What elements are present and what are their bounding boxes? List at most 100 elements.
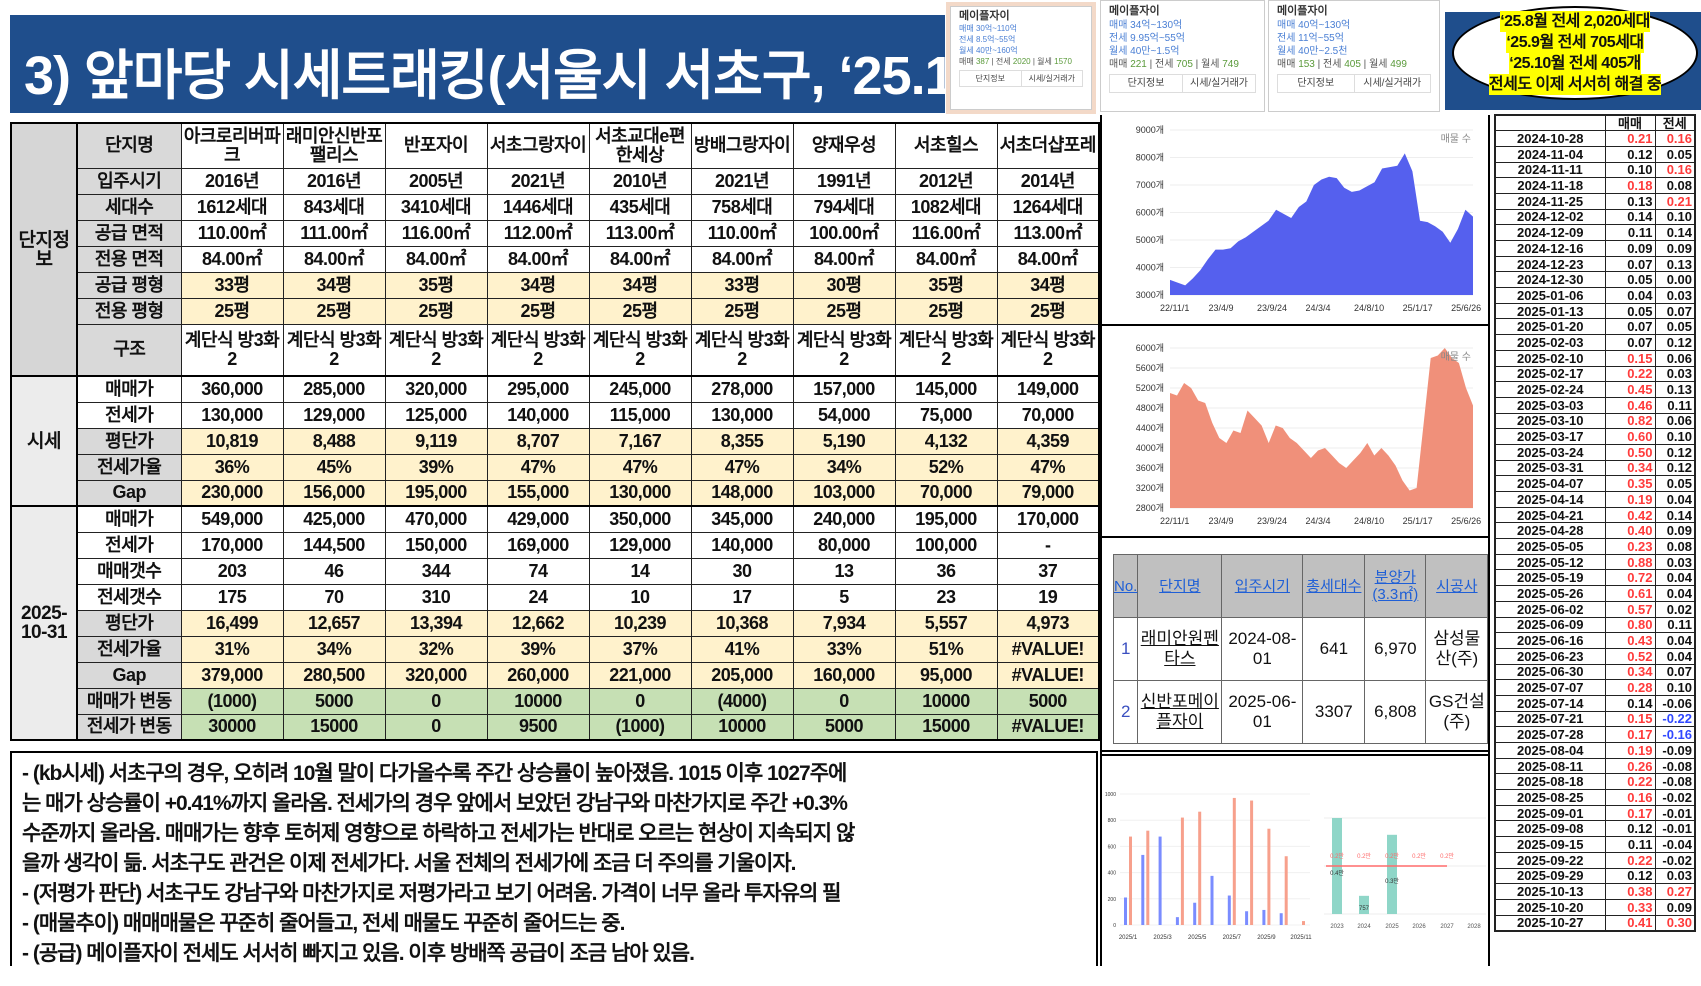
week-date: 2025-04-28 bbox=[1494, 522, 1606, 540]
table-cell: 계단식 방3화2 bbox=[180, 323, 284, 377]
column-header[interactable]: 총세대수 bbox=[1302, 554, 1366, 618]
table-cell: 12,657 bbox=[282, 609, 386, 637]
listing-popup-card: 메이플자이 매매 40억~130억 전세 11억~55억 월세 40만~2.5천 매매 … bbox=[1268, 0, 1440, 112]
table-cell: 310 bbox=[384, 583, 488, 611]
jeonse-change: 0.16 bbox=[1654, 130, 1696, 147]
jeonse-change: 0.12 bbox=[1654, 334, 1696, 351]
bar-blue bbox=[1124, 897, 1127, 925]
jeonse-change: -0.01 bbox=[1654, 804, 1696, 822]
table-cell: 3307 bbox=[1302, 680, 1366, 744]
complex-link[interactable]: 래미안원펜타스 bbox=[1137, 617, 1223, 681]
table-cell: 84.00㎡ bbox=[486, 245, 590, 273]
complex-link[interactable]: 신반포메이플자이 bbox=[1137, 680, 1223, 744]
y-tick-label: 8000개 bbox=[1136, 153, 1164, 163]
table-row: 2024-12-16 0.09 0.09 bbox=[1494, 240, 1696, 257]
table-cell: 52% bbox=[894, 453, 998, 481]
table-row: 2025-06-16 0.43 0.04 bbox=[1494, 632, 1696, 649]
bar-blue bbox=[1262, 909, 1266, 925]
complex-info-button[interactable]: 단지정보 bbox=[960, 71, 1022, 86]
complex-name: 메이플자이 bbox=[959, 10, 1010, 22]
table-cell: 10000 bbox=[690, 713, 794, 741]
row-label: 전세가율 bbox=[76, 635, 182, 663]
row-label: 전세가율 bbox=[76, 453, 182, 481]
sale-change: 0.14 bbox=[1604, 208, 1656, 226]
table-cell: 843세대 bbox=[282, 193, 386, 221]
chart-legend: 매물 수 bbox=[1441, 351, 1471, 363]
complex-info-button[interactable]: 단지정보 bbox=[1278, 75, 1355, 92]
note-line: 는 매가 상승률이 +0.41%까지 올라옴. 전세가의 경우 앞에서 보았던 … bbox=[22, 792, 848, 815]
table-row: 2025-09-01 0.17 -0.01 bbox=[1494, 804, 1696, 822]
table-cell: 33평 bbox=[180, 271, 284, 299]
listing-charts: 3000개 4000개 5000개 6000개 7000개 8000개 9000개 22/11… bbox=[1102, 125, 1488, 941]
bar-blue bbox=[1193, 902, 1197, 925]
column-header[interactable]: 입주시기 bbox=[1221, 554, 1304, 618]
y-tick-label: 4000개 bbox=[1136, 263, 1164, 273]
price-range-monthly: 월세 40만~1.5억 bbox=[1109, 46, 1180, 57]
price-range-jeonse: 전세 9.95억~55억 bbox=[1109, 33, 1186, 44]
sale-change: 0.61 bbox=[1604, 585, 1656, 602]
table-row: 전용 평형 25평 25평 25평 25평 25평 25평 25평 25평 25평 bbox=[11, 297, 1100, 325]
jeonse-change: 0.03 bbox=[1654, 365, 1696, 383]
table-cell: 0 bbox=[384, 713, 488, 741]
week-date: 2025-09-22 bbox=[1494, 851, 1606, 869]
note-line: 수준까지 올라옴. 매매가는 향후 토허제 영향으로 하락하고 전세가는 반대로… bbox=[22, 822, 855, 845]
table-cell: #VALUE! bbox=[996, 635, 1100, 663]
column-header[interactable]: No. bbox=[1112, 554, 1139, 618]
table-cell: 4,359 bbox=[996, 427, 1100, 455]
table-cell: 2 bbox=[1112, 680, 1139, 744]
sale-change: 0.22 bbox=[1604, 365, 1656, 383]
bar-orange bbox=[1250, 800, 1254, 925]
card-buttons: 단지정보 시세/실거래가 bbox=[1109, 74, 1256, 93]
table-cell: 47% bbox=[690, 453, 794, 481]
x-tick-label: 22/11/1 bbox=[1160, 303, 1189, 313]
table-cell: 345,000 bbox=[690, 505, 794, 533]
week-date: 2024-12-30 bbox=[1494, 271, 1606, 289]
x-tick-label: 2024 bbox=[1357, 924, 1371, 930]
bar-blue bbox=[1245, 911, 1249, 925]
table-cell: 195,000 bbox=[384, 479, 488, 507]
week-date: 2025-01-13 bbox=[1494, 302, 1606, 320]
y-tick-label: 4400개 bbox=[1136, 423, 1164, 433]
table-cell: 34% bbox=[792, 453, 896, 481]
jeonse-change: -0.04 bbox=[1654, 836, 1696, 853]
column-header[interactable]: 단지명 bbox=[1137, 554, 1223, 618]
bar-blue bbox=[1227, 895, 1231, 925]
table-cell: 45% bbox=[282, 453, 386, 481]
complex-info-button[interactable]: 단지정보 bbox=[1110, 75, 1183, 92]
jeonse-change: 0.07 bbox=[1654, 302, 1696, 320]
y-tick-label: 3000개 bbox=[1136, 290, 1164, 300]
jeonse-change: 0.04 bbox=[1654, 585, 1696, 602]
price-range-sale: 매매 30억~110억 bbox=[959, 24, 1017, 33]
complex-name: 메이플자이 bbox=[1109, 5, 1160, 17]
jeonse-change: 0.07 bbox=[1654, 663, 1696, 681]
count-label: 전세 bbox=[1323, 59, 1342, 70]
week-date: 2025-07-07 bbox=[1494, 679, 1606, 696]
table-row: 전세갯수 175 70 310 24 10 17 5 23 19 bbox=[11, 583, 1100, 611]
x-tick-label: 2025/3 bbox=[1153, 935, 1172, 941]
table-row: 2024-11-11 0.10 0.16 bbox=[1494, 161, 1696, 179]
table-cell: 150,000 bbox=[384, 531, 488, 559]
table-row: 매매가 변동 (1000) 5000 0 10000 0 (4000) 0 10000 5000 bbox=[11, 687, 1100, 715]
table-cell: 2016년 bbox=[180, 167, 284, 195]
table-row: 2025-03-31 0.34 0.12 bbox=[1494, 459, 1696, 477]
sale-change: 0.72 bbox=[1604, 569, 1656, 587]
line-data-label: 0.2만 bbox=[1357, 852, 1371, 860]
table-cell: 641 bbox=[1302, 617, 1366, 681]
card-buttons: 단지정보 시세/실거래가 bbox=[1277, 74, 1431, 93]
column-header[interactable]: 시공사 bbox=[1425, 554, 1489, 618]
table-cell: 130,000 bbox=[588, 479, 692, 507]
table-cell: 25평 bbox=[690, 297, 794, 325]
price-history-button[interactable]: 시세/실거래가 bbox=[1363, 78, 1422, 89]
x-tick-label: 2025/9 bbox=[1257, 935, 1276, 941]
bubble-line: ‘25.9월 전세 705세대 bbox=[1506, 32, 1644, 53]
y-tick-label: 3200개 bbox=[1136, 483, 1164, 493]
bar-blue bbox=[1210, 875, 1214, 925]
table-cell: 2005년 bbox=[384, 167, 488, 195]
price-history-button[interactable]: 시세/실거래가 bbox=[1028, 74, 1075, 83]
column-header[interactable]: 분양가(3.3㎡) bbox=[1364, 554, 1427, 618]
price-history-button[interactable]: 시세/실거래가 bbox=[1190, 78, 1248, 89]
y-tick-label: 400 bbox=[1108, 871, 1117, 877]
jeonse-change: -0.08 bbox=[1654, 757, 1696, 775]
table-cell: 7,934 bbox=[792, 609, 896, 637]
y-tick-label: 2800개 bbox=[1136, 503, 1164, 513]
